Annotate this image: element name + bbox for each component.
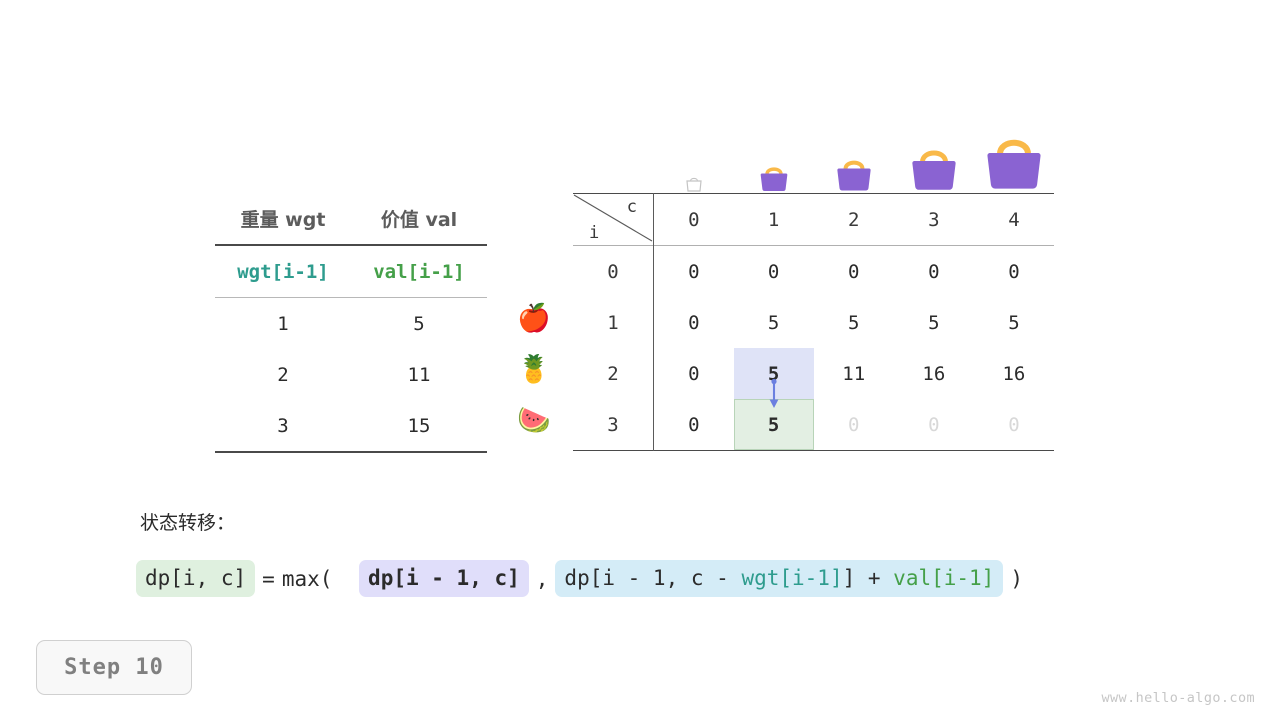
item-table-header-wgt: 重量 wgt	[240, 209, 326, 231]
item-table-header-val: 价值 val	[380, 209, 458, 231]
dp-table-header-row: c i 0 1 2 3 4	[573, 193, 1054, 246]
dp-cell[interactable]: 0	[848, 260, 860, 283]
dp-col-header: 2	[848, 208, 860, 231]
item-table-subheader-wgt: wgt[i-1]	[237, 260, 329, 283]
step-badge: Step 10	[36, 640, 192, 695]
dp-table: c i 0 1 2 3 4 0 0 0 0 0 0 1 0 5 5 5 5 2	[573, 193, 1054, 451]
dp-cell-unfilled[interactable]: 0	[1008, 413, 1020, 436]
bag-capacity-row	[654, 118, 1054, 193]
dp-row-header: 1	[573, 297, 654, 348]
dp-cell[interactable]: 0	[688, 311, 700, 334]
dp-table-grid: c i 0 1 2 3 4 0 0 0 0 0 0 1 0 5 5 5 5 2	[573, 193, 1054, 451]
handbag-icon-empty	[686, 177, 702, 192]
item-val-value: 15	[407, 414, 431, 437]
dp-cell[interactable]: 0	[688, 413, 700, 436]
dp-col-header: 3	[928, 208, 940, 231]
item-val-value: 11	[407, 363, 431, 386]
item-table-row: 1 5	[215, 298, 487, 350]
dp-cell[interactable]: 5	[848, 311, 860, 334]
item-wgt-value: 1	[277, 312, 289, 335]
bag-icon-slot-2	[814, 155, 894, 193]
dp-axis-corner: c i	[573, 193, 654, 246]
bag-icon-slot-0	[654, 173, 734, 193]
dp-cell[interactable]: 0	[688, 362, 700, 385]
handbag-icon	[837, 160, 871, 191]
dp-cell-highlighted-current[interactable]: 5	[733, 399, 814, 451]
dp-cell[interactable]: 0	[688, 260, 700, 283]
handbag-icon	[912, 150, 956, 190]
dp-cell[interactable]: 0	[767, 260, 780, 283]
dp-cell-unfilled[interactable]: 0	[848, 413, 860, 436]
formula-lhs: dp[i, c]	[136, 560, 256, 597]
dp-col-header: 4	[1008, 208, 1020, 231]
formula-max-open: max(	[281, 566, 333, 591]
formula-arg-take-mid: ] +	[842, 566, 894, 590]
fruit-column: 🍎 🍍 🍉	[508, 293, 560, 446]
dp-col-axis-label: c	[626, 197, 637, 217]
item-table-header-row: 重量 wgt 价值 val	[215, 193, 487, 245]
item-table-grid: 重量 wgt 价值 val wgt[i-1] val[i-1] 1 5 2 11…	[215, 193, 487, 453]
dp-cell[interactable]: 5	[928, 311, 940, 334]
handbag-icon	[760, 167, 788, 191]
item-table: 重量 wgt 价值 val wgt[i-1] val[i-1] 1 5 2 11…	[215, 193, 487, 453]
dp-table-row: 0 0 0 0 0 0	[573, 245, 1054, 297]
dp-table-row: 3 0 5 0 0 0	[573, 399, 1054, 451]
dp-cell[interactable]: 5	[767, 311, 780, 334]
transition-formula: dp[i, c] = max( dp[i - 1, c] , dp[i - 1,…	[136, 560, 1030, 597]
diagonal-divider-icon	[573, 194, 653, 242]
dp-row-header: 3	[573, 399, 654, 451]
formula-val-token: val[i-1]	[893, 566, 995, 590]
formula-arg-take-prefix: dp[i - 1, c -	[564, 566, 742, 590]
formula-equals: =	[262, 566, 275, 591]
dp-cell[interactable]: 16	[1002, 362, 1026, 385]
bag-icon-slot-3	[894, 143, 974, 193]
formula-close-paren: )	[1010, 566, 1023, 591]
item-table-row: 2 11	[215, 349, 487, 400]
dp-col-header: 0	[688, 208, 700, 231]
apple-emoji: 🍎	[517, 303, 551, 334]
item-table-subheader-val: val[i-1]	[373, 260, 465, 283]
formula-comma: ,	[535, 566, 549, 591]
dp-cell-highlighted-previous[interactable]: 5	[733, 348, 814, 399]
dp-cell[interactable]: 5	[1008, 311, 1020, 334]
formula-arg-take: dp[i - 1, c - wgt[i-1]] + val[i-1]	[555, 560, 1004, 597]
item-wgt-value: 3	[277, 414, 289, 437]
item-table-subheader-row: wgt[i-1] val[i-1]	[215, 245, 487, 298]
bag-icon-slot-1	[734, 163, 814, 193]
dp-row-axis-label: i	[589, 223, 600, 243]
bag-icon-slot-4	[974, 131, 1054, 193]
watermelon-emoji: 🍉	[517, 405, 551, 436]
dp-table-row: 2 0 5 11 16 16	[573, 348, 1054, 399]
dp-cell[interactable]: 0	[928, 260, 940, 283]
watermark: www.hello-algo.com	[1101, 690, 1255, 706]
dp-cell[interactable]: 0	[1008, 260, 1020, 283]
transition-label: 状态转移：	[140, 512, 236, 534]
pineapple-emoji: 🍍	[517, 354, 551, 385]
formula-arg-skip: dp[i - 1, c]	[359, 560, 529, 597]
item-val-value: 5	[413, 312, 425, 335]
handbag-icon	[987, 139, 1041, 189]
formula-wgt-token: wgt[i-1]	[741, 566, 843, 590]
dp-cell-unfilled[interactable]: 0	[928, 413, 940, 436]
dp-col-header: 1	[767, 208, 780, 231]
dp-row-header: 0	[573, 245, 654, 297]
dp-cell[interactable]: 16	[922, 362, 946, 385]
item-wgt-value: 2	[277, 363, 289, 386]
dp-table-row: 1 0 5 5 5 5	[573, 297, 1054, 348]
dp-cell[interactable]: 11	[842, 362, 866, 385]
item-table-row: 3 15	[215, 400, 487, 452]
dp-row-header: 2	[573, 348, 654, 399]
